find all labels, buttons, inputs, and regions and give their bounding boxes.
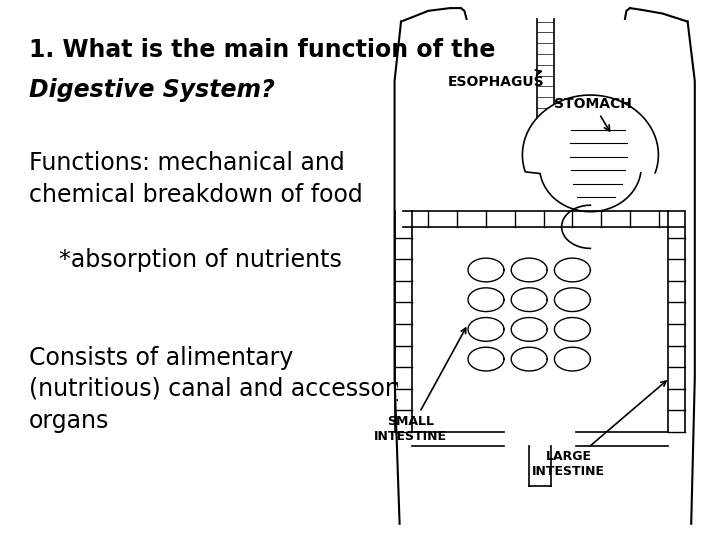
Polygon shape	[554, 318, 590, 341]
Text: Functions: mechanical and
chemical breakdown of food: Functions: mechanical and chemical break…	[29, 151, 363, 207]
Polygon shape	[511, 288, 547, 312]
Text: Consists of alimentary
(nutritious) canal and accessory
organs: Consists of alimentary (nutritious) cana…	[29, 346, 408, 433]
Polygon shape	[554, 258, 590, 282]
Text: 1. What is the main function of the: 1. What is the main function of the	[29, 38, 495, 62]
Polygon shape	[523, 95, 658, 212]
Text: STOMACH: STOMACH	[554, 97, 632, 131]
Polygon shape	[468, 288, 504, 312]
Text: Digestive System?: Digestive System?	[29, 78, 274, 102]
Polygon shape	[511, 258, 547, 282]
Text: ESOPHAGUS: ESOPHAGUS	[448, 70, 544, 90]
Polygon shape	[554, 347, 590, 371]
Text: SMALL
INTESTINE: SMALL INTESTINE	[374, 328, 466, 443]
Text: *absorption of nutrients: *absorption of nutrients	[29, 248, 342, 272]
Polygon shape	[511, 318, 547, 341]
Polygon shape	[468, 318, 504, 341]
Polygon shape	[554, 288, 590, 312]
Polygon shape	[511, 347, 547, 371]
Polygon shape	[468, 258, 504, 282]
Text: LARGE
INTESTINE: LARGE INTESTINE	[532, 381, 666, 478]
Polygon shape	[468, 347, 504, 371]
